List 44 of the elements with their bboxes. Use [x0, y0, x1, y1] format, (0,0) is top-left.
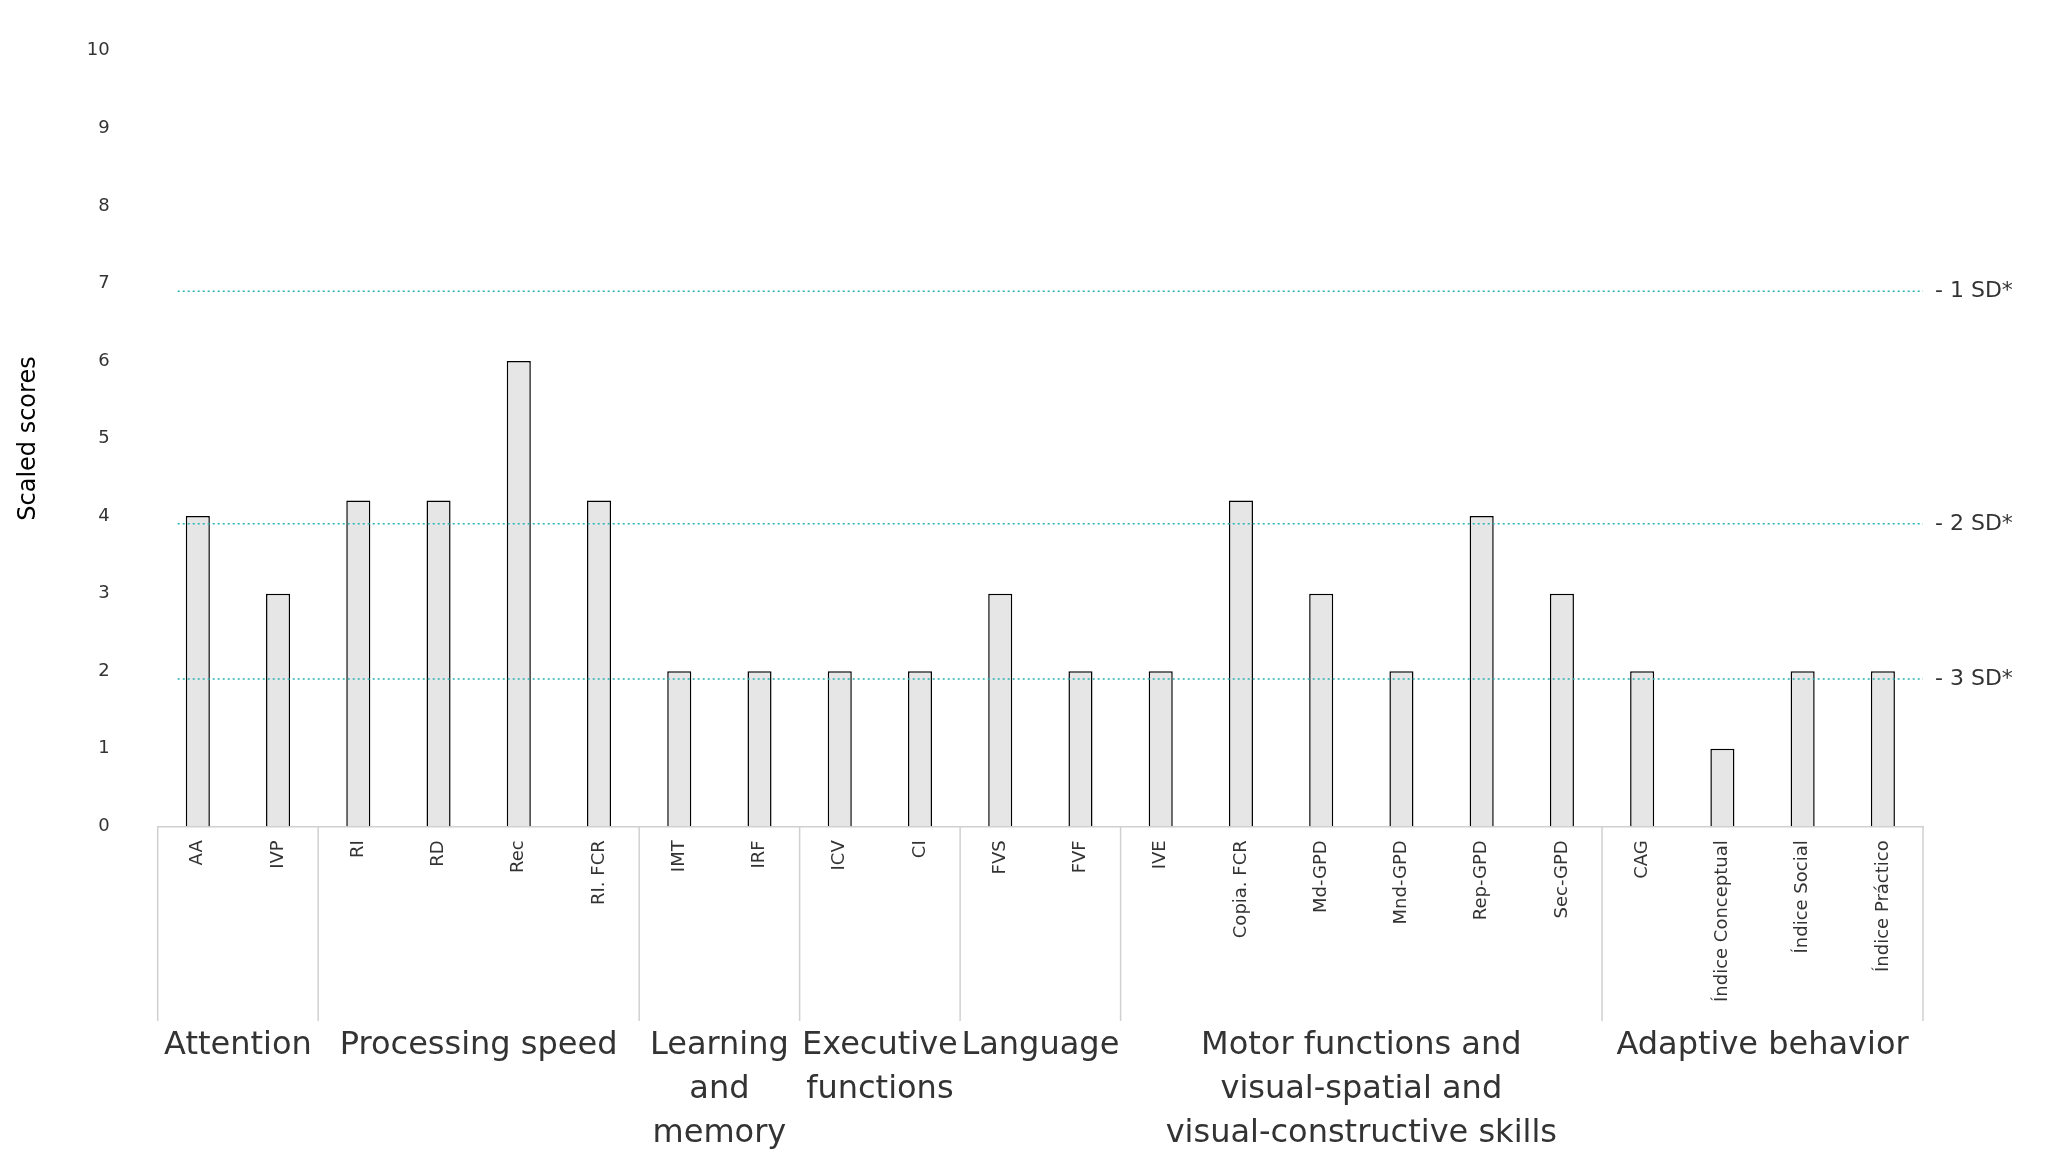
- y-tick-label: 6: [98, 348, 110, 370]
- y-tick-label: 0: [98, 813, 110, 835]
- ref-line-label: - 2 SD*: [1935, 509, 2013, 535]
- text: Language: [961, 1024, 1120, 1063]
- x-tick-label: AA: [185, 839, 207, 866]
- x-tick-label: Índice Conceptual: [1710, 840, 1732, 1002]
- x-tick-label: IRF: [747, 840, 769, 869]
- x-tick-label: RI: [345, 840, 367, 859]
- text: Motor functions and visual-spatial and visual-constructive skills: [1165, 1024, 1557, 1151]
- x-tick-label: CI: [907, 840, 929, 859]
- y-tick-label: 5: [98, 426, 110, 448]
- x-tick-label: Sec-GPD: [1549, 840, 1571, 919]
- x-tick-label: ICV: [827, 839, 849, 871]
- y-tick-label: 1: [98, 736, 110, 758]
- y-tick-label: 2: [98, 658, 110, 680]
- x-tick-label: Md-GPD: [1308, 840, 1330, 914]
- text: Learning and memory: [649, 1024, 789, 1151]
- x-tick-label: Mnd-GPD: [1389, 840, 1411, 925]
- x-tick-label: FVS: [987, 840, 1009, 875]
- x-tick-label: Copia. FCR: [1228, 840, 1250, 939]
- x-tick-label: Rep-GPD: [1469, 840, 1491, 921]
- y-tick-label: 10: [86, 38, 110, 60]
- x-tick-label: RI. FCR: [586, 840, 608, 905]
- x-tick-label: Rec: [506, 840, 528, 873]
- text: Attention: [164, 1024, 312, 1063]
- y-tick-label: 4: [98, 503, 110, 525]
- x-tick-label: Índice Social: [1790, 840, 1812, 954]
- ref-line-label: - 3 SD*: [1935, 664, 2013, 690]
- ref-line-label: - 1 SD*: [1935, 276, 2013, 302]
- text: Processing speed: [339, 1024, 618, 1063]
- x-tick-label: IVP: [265, 840, 287, 869]
- y-tick-label: 7: [98, 271, 110, 293]
- y-tick-label: 9: [98, 116, 110, 138]
- y-axis-title: Scaled scores: [12, 356, 41, 521]
- x-tick-label: IMT: [666, 839, 688, 873]
- x-tick-label: IVE: [1148, 840, 1170, 870]
- y-tick-label: 8: [98, 193, 110, 215]
- y-tick-label: 3: [98, 581, 110, 603]
- x-tick-label: CAG: [1629, 840, 1651, 879]
- text: Adaptive behavior: [1616, 1024, 1910, 1063]
- x-tick-label: FVF: [1068, 840, 1090, 874]
- x-tick-label: Índice Práctico: [1870, 840, 1892, 972]
- text: Executive functions: [801, 1024, 958, 1107]
- x-tick-label: RD: [426, 840, 448, 867]
